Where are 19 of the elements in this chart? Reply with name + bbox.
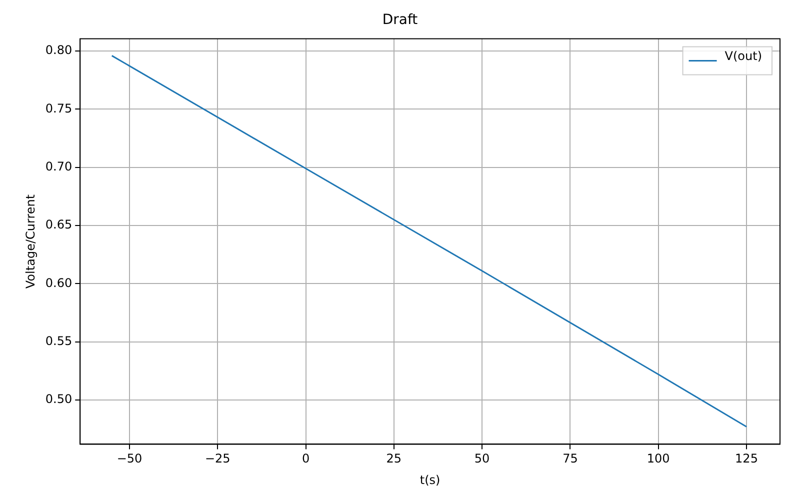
y-tick-label: 0.50 bbox=[45, 392, 72, 406]
y-tick-label: 0.60 bbox=[45, 276, 72, 290]
y-axis-title: Voltage/Current bbox=[23, 194, 38, 289]
y-tick-label: 0.80 bbox=[45, 43, 72, 58]
chart-title: Draft bbox=[382, 12, 418, 28]
y-tick-label: 0.75 bbox=[45, 101, 72, 116]
x-tick-label: −50 bbox=[116, 452, 142, 466]
x-tick-label: 125 bbox=[735, 452, 758, 466]
x-axis-title: t(s) bbox=[420, 472, 440, 487]
y-tick-label: 0.70 bbox=[45, 159, 72, 174]
x-tick-label: −25 bbox=[204, 452, 230, 466]
x-tick-label: 75 bbox=[562, 452, 578, 466]
y-tick-label: 0.55 bbox=[45, 334, 72, 348]
y-tick-label: 0.65 bbox=[45, 218, 72, 232]
x-tick-label: 100 bbox=[646, 452, 670, 466]
x-tick-label: 0 bbox=[302, 452, 310, 466]
x-tick-label: 25 bbox=[386, 452, 402, 466]
x-tick-label: 50 bbox=[474, 452, 490, 466]
legend-label: V(out) bbox=[724, 48, 762, 63]
